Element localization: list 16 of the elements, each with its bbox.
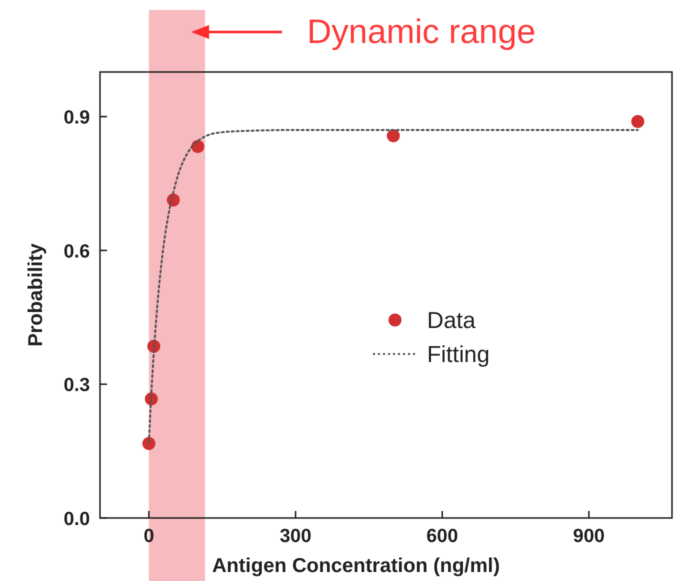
legend-label: Data: [427, 307, 476, 333]
x-axis-title: Antigen Concentration (ng/ml): [212, 555, 500, 577]
y-tick-label: 0.0: [64, 509, 90, 530]
band-label: Dynamic range: [307, 13, 536, 51]
y-axis-title: Probability: [25, 242, 47, 347]
y-tick-label: 0.9: [64, 108, 90, 129]
y-tick-label: 0.6: [64, 241, 90, 262]
point: [142, 437, 156, 450]
point: [386, 129, 400, 142]
x-tick-label: 0: [144, 526, 154, 547]
x-tick-label: 600: [426, 526, 458, 547]
x-tick-label: 300: [280, 526, 312, 547]
point: [631, 115, 644, 128]
y-tick-label: 0.3: [64, 375, 90, 396]
legend-label: Fitting: [427, 341, 490, 367]
x-tick-label: 900: [573, 526, 605, 547]
